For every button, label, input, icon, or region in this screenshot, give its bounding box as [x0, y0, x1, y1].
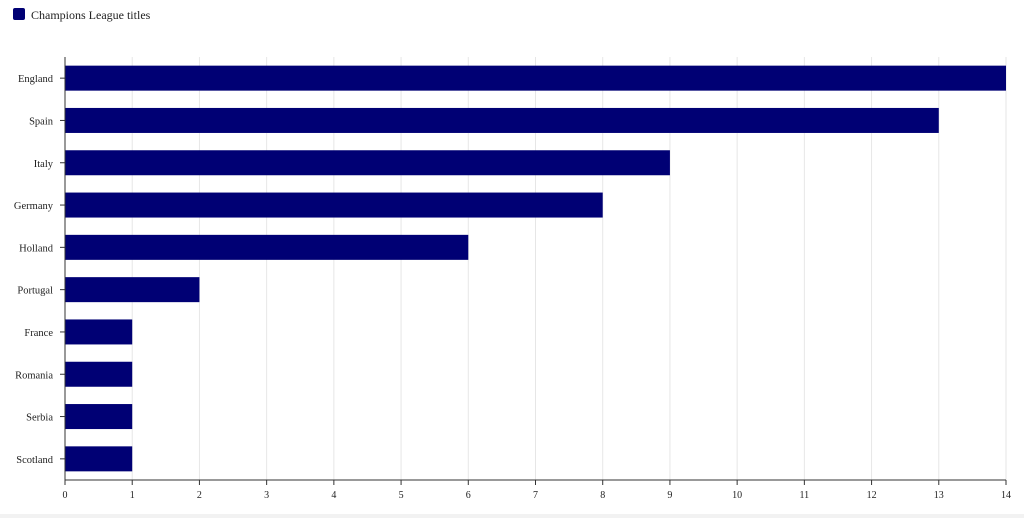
bar-france[interactable]: [65, 319, 133, 345]
x-tick-label-12: 12: [867, 490, 877, 501]
x-tick-label-10: 10: [732, 490, 742, 501]
bar-portugal[interactable]: [65, 277, 200, 303]
x-tick-label-3: 3: [264, 490, 269, 501]
category-label-italy: Italy: [34, 159, 54, 170]
category-label-spain: Spain: [29, 116, 54, 127]
x-tick-label-1: 1: [130, 490, 135, 501]
bar-italy[interactable]: [65, 150, 670, 176]
bar-serbia[interactable]: [65, 404, 133, 430]
category-label-england: England: [18, 74, 54, 85]
x-tick-label-7: 7: [533, 490, 538, 501]
legend-label: Champions League titles: [31, 8, 151, 22]
axes: [64, 57, 1006, 481]
category-labels: England Spain Italy Germany Holland Portugal F…: [14, 74, 65, 466]
category-label-serbia: Serbia: [26, 413, 53, 424]
category-label-romania: Romania: [15, 370, 53, 381]
category-label-france: France: [24, 328, 53, 339]
x-tick-label-4: 4: [331, 490, 336, 501]
legend[interactable]: Champions League titles: [13, 8, 151, 22]
category-label-germany: Germany: [14, 201, 54, 212]
bar-holland[interactable]: [65, 234, 469, 260]
x-tick-label-5: 5: [399, 490, 404, 501]
category-label-scotland: Scotland: [16, 455, 53, 466]
bar-scotland[interactable]: [65, 446, 133, 472]
bars: [65, 65, 1006, 472]
legend-swatch: [13, 8, 25, 20]
x-tick-label-9: 9: [667, 490, 672, 501]
x-tick-label-8: 8: [600, 490, 605, 501]
x-tick-label-13: 13: [934, 490, 944, 501]
bar-romania[interactable]: [65, 361, 133, 387]
bar-germany[interactable]: [65, 192, 603, 218]
bar-england[interactable]: [65, 65, 1006, 91]
bar-spain[interactable]: [65, 107, 939, 133]
category-label-portugal: Portugal: [17, 286, 53, 297]
x-tick-label-0: 0: [63, 490, 68, 501]
x-tick-label-2: 2: [197, 490, 202, 501]
x-tick-label-14: 14: [1001, 490, 1011, 501]
x-axis-ticks: 0 1 2 3 4 5 6 7 8 9 10 11 12 13 14: [63, 480, 1011, 501]
category-label-holland: Holland: [19, 243, 54, 254]
x-tick-label-11: 11: [800, 490, 810, 501]
x-tick-label-6: 6: [466, 490, 471, 501]
